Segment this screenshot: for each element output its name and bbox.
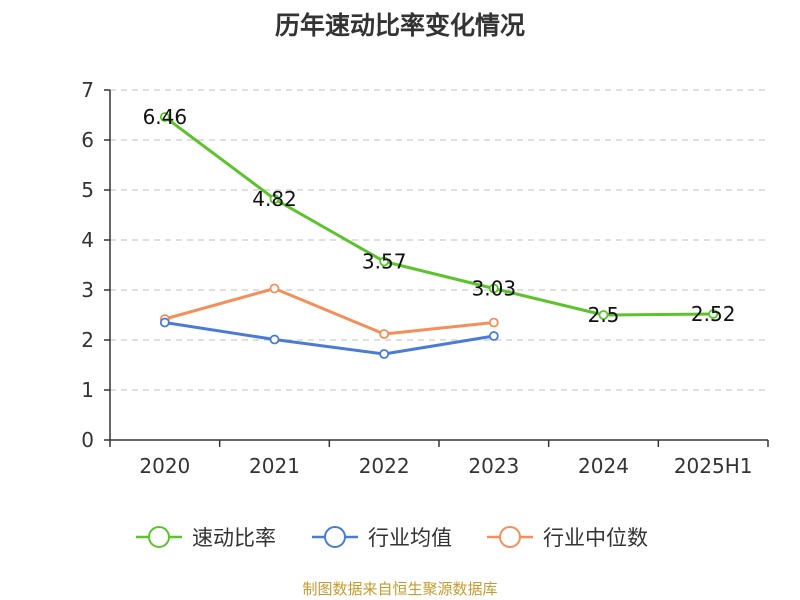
y-tick-label: 6	[81, 128, 94, 152]
series-line	[163, 115, 714, 317]
legend-label: 速动比率	[192, 526, 276, 550]
data-label: 3.03	[472, 277, 517, 301]
legend-marker	[499, 526, 521, 548]
y-tick-label: 1	[81, 378, 94, 402]
legend-label: 行业均值	[368, 526, 452, 550]
source-note: 制图数据来自恒生聚源数据库	[302, 580, 498, 598]
y-tick-label: 7	[81, 78, 94, 102]
data-point	[379, 256, 390, 267]
data-label: 4.82	[252, 187, 297, 211]
x-tick-label: 2020	[139, 454, 190, 478]
x-tick-label: 2022	[359, 454, 410, 478]
y-tick-label: 4	[81, 228, 94, 252]
data-label: 3.57	[362, 250, 407, 274]
x-tick-label: 2023	[468, 454, 519, 478]
data-point	[598, 310, 609, 320]
data-point	[488, 317, 499, 328]
data-point	[269, 194, 280, 204]
data-point	[159, 112, 170, 122]
y-tick-label: 3	[81, 278, 94, 302]
data-point	[488, 331, 499, 341]
data-point	[159, 317, 170, 328]
y-tick-label: 0	[81, 428, 94, 452]
x-tick-label: 2021	[249, 454, 300, 478]
data-label: 2.5	[588, 303, 620, 327]
chart-title: 历年速动比率变化情况	[274, 11, 525, 40]
data-point	[708, 309, 719, 319]
data-point	[379, 349, 390, 359]
data-label: 2.52	[691, 302, 736, 326]
x-tick-label: 2024	[578, 454, 629, 478]
y-tick-label: 2	[81, 328, 94, 352]
data-point	[269, 334, 280, 345]
data-point	[269, 283, 280, 294]
series-line	[164, 321, 495, 356]
data-label: 6.46	[143, 105, 188, 129]
legend-marker	[324, 526, 346, 548]
legend-label: 行业中位数	[543, 526, 648, 550]
data-point	[379, 329, 390, 339]
legend-marker	[148, 526, 170, 548]
series-line	[164, 287, 494, 336]
x-tick-label: 2025H1	[674, 454, 753, 478]
data-point	[488, 283, 499, 294]
y-tick-label: 5	[81, 178, 94, 202]
